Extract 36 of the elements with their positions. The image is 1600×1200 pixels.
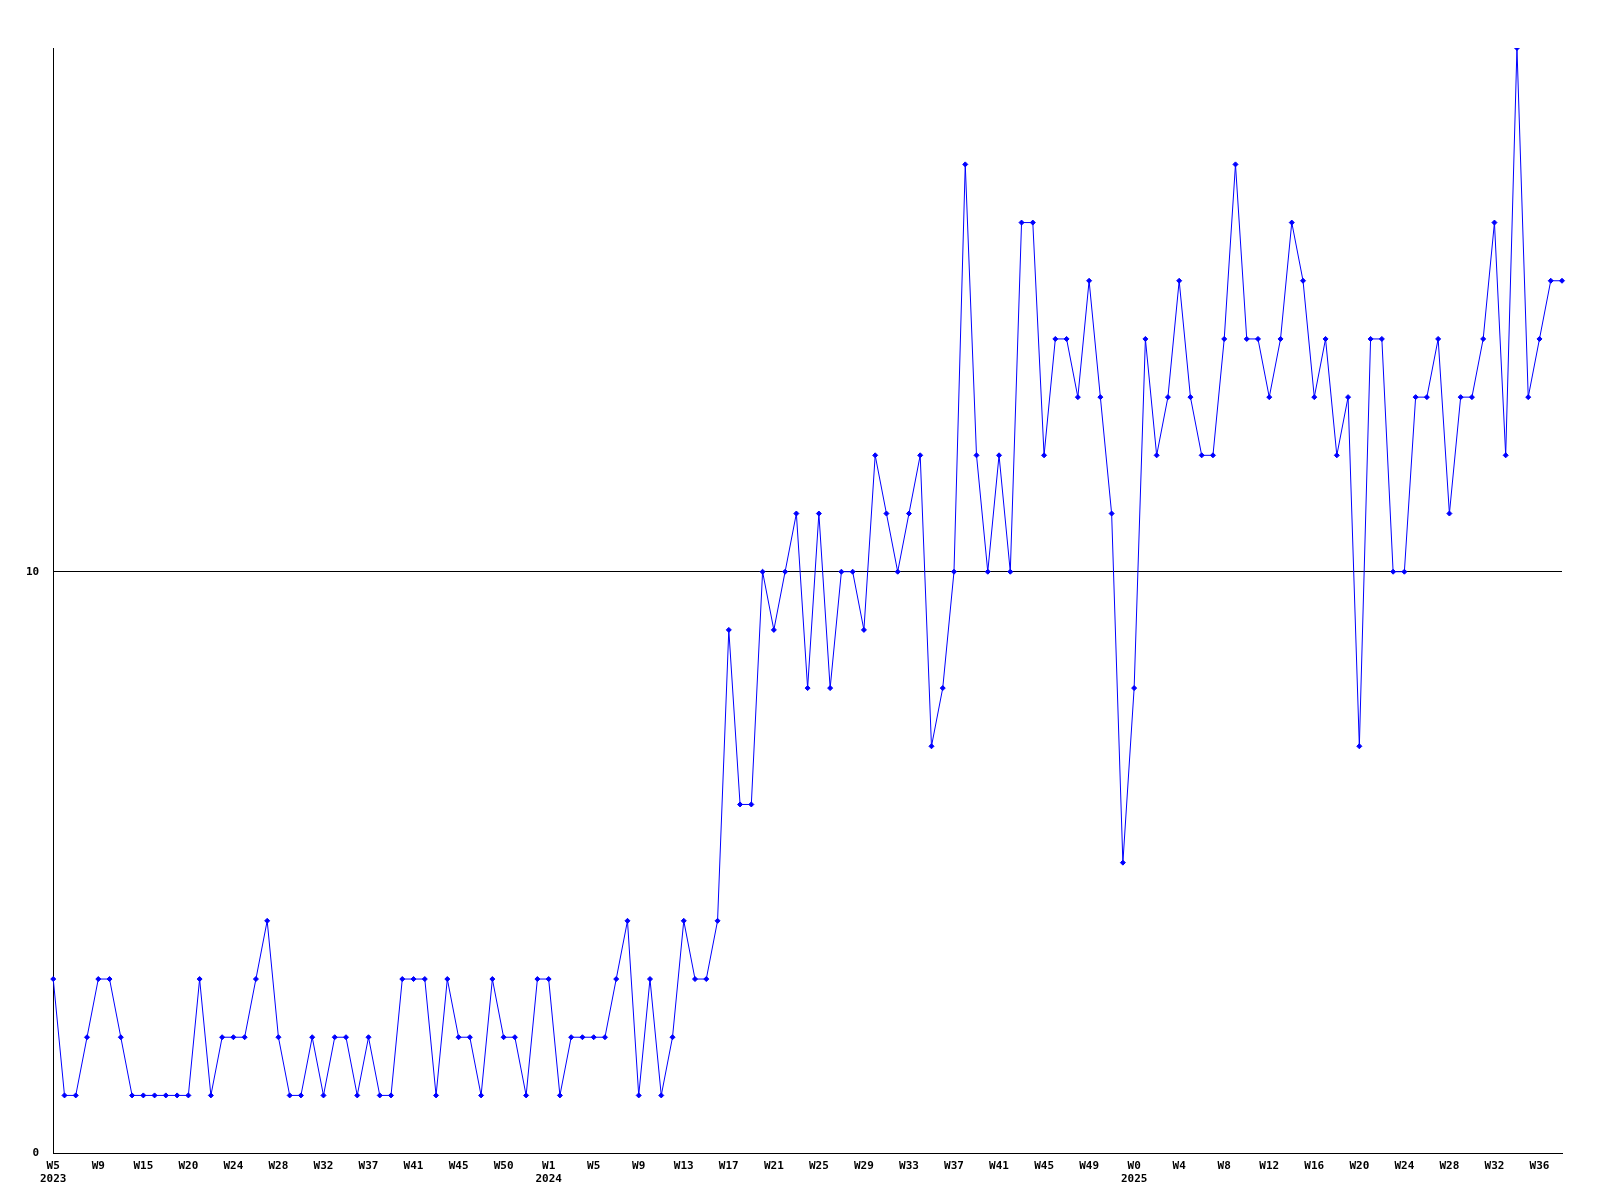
x-tick-label: W25 xyxy=(808,1159,829,1173)
x-tick-label: W32 xyxy=(1484,1159,1505,1173)
x-tick-label: W29 xyxy=(853,1159,874,1173)
x-tick-label: W32 xyxy=(313,1159,334,1173)
x-tick-label: W24 xyxy=(223,1159,244,1173)
x-tick-label: W45 xyxy=(448,1159,469,1173)
x-tick-label: W45 xyxy=(1034,1159,1055,1173)
x-tick-label: W41 xyxy=(989,1159,1010,1173)
x-tick-label: W12 xyxy=(1259,1159,1280,1173)
x-tick-label: W17 xyxy=(718,1159,739,1173)
x-tick-label: W9 xyxy=(91,1159,105,1173)
x-tick-label: W16 xyxy=(1304,1159,1325,1173)
x-tick-label: W24 xyxy=(1394,1159,1415,1173)
x-tick-label: W21 xyxy=(763,1159,785,1173)
x-tick-label: W15 xyxy=(133,1159,154,1173)
x-tick-label: W5 xyxy=(587,1159,601,1173)
x-tick-label: W8 xyxy=(1217,1159,1231,1173)
x-tick-label: W20 xyxy=(178,1159,199,1173)
x-tick-label: W36 xyxy=(1529,1159,1550,1173)
x-tick-label: W37 xyxy=(358,1159,379,1173)
x-tick-label: W1 2024 xyxy=(535,1159,563,1186)
x-tick-label: W20 xyxy=(1349,1159,1370,1173)
x-tick-label: W0 2025 xyxy=(1120,1159,1148,1186)
x-tick-label: W9 xyxy=(632,1159,646,1173)
x-tick-label: W4 xyxy=(1172,1159,1187,1173)
x-tick-label: W5 2023 xyxy=(40,1159,67,1186)
x-tick-label: W33 xyxy=(899,1159,919,1173)
x-tick-label: W28 xyxy=(1439,1159,1460,1173)
x-tick-label: W50 xyxy=(493,1159,514,1173)
x-tick-label: W37 xyxy=(944,1159,964,1173)
x-tick-label: W41 xyxy=(403,1159,424,1173)
x-tick-label: W13 xyxy=(673,1159,694,1173)
y-tick-label: 0 xyxy=(32,1146,40,1160)
y-tick-label: 10 xyxy=(26,564,40,578)
x-tick-label: W28 xyxy=(268,1159,289,1173)
x-tick-label: W49 xyxy=(1079,1159,1100,1173)
